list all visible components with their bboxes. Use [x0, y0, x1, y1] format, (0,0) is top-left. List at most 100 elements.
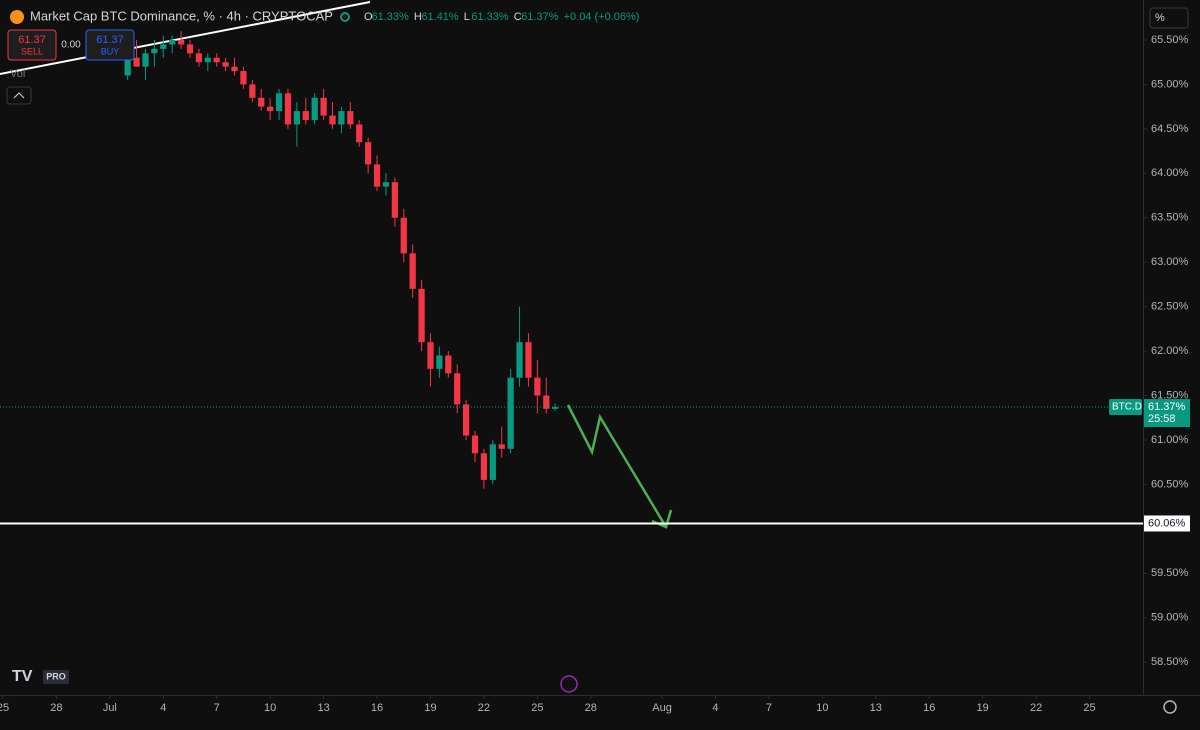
y-tick-label: 63.00% [1151, 256, 1189, 268]
x-tick-label: 7 [766, 702, 772, 714]
candle-body [240, 71, 247, 85]
projection-arrow [566, 404, 668, 528]
ohlc-value: 61.33% [372, 11, 410, 23]
candle-body [534, 377, 541, 396]
ohlc-value: 61.33% [471, 11, 509, 23]
candle-body [445, 355, 452, 374]
buy-button[interactable] [85, 29, 135, 61]
candle-body [258, 97, 265, 107]
collapse-button[interactable] [6, 86, 32, 105]
unit-box[interactable] [1149, 7, 1189, 29]
candle-body [427, 342, 434, 369]
events-icon[interactable] [560, 675, 578, 693]
spread: 0.00 [61, 40, 81, 51]
y-tick-label: 61.50% [1151, 389, 1189, 401]
x-tick-label: 19 [424, 702, 436, 714]
logo-badge [43, 670, 69, 684]
x-tick-label: 22 [478, 702, 490, 714]
x-tick-label: 13 [317, 702, 329, 714]
candle-body [320, 97, 327, 116]
y-tick-label: 59.00% [1151, 612, 1189, 624]
y-tick-label: 60.50% [1151, 478, 1189, 490]
ohlc-label: L [464, 11, 470, 23]
x-tick-label: 25 [1083, 702, 1095, 714]
ohlc-label: O [364, 11, 373, 23]
x-tick-label: 4 [712, 702, 718, 714]
candle-body [249, 84, 256, 98]
ohlc-change: +0.04 (+0.06%) [564, 11, 640, 23]
sell-button[interactable] [7, 29, 57, 61]
last-price-label: 61.37% [1148, 401, 1186, 413]
y-tick-label: 62.00% [1151, 345, 1189, 357]
candle-body [177, 39, 185, 45]
candle-body [454, 373, 461, 405]
candle-body [338, 111, 345, 125]
x-tick-label: 13 [870, 702, 882, 714]
y-tick-label: 61.00% [1151, 434, 1189, 446]
x-tick-label: 25 [0, 702, 9, 714]
x-tick-label: 4 [160, 702, 166, 714]
y-tick-label: 58.50% [1151, 656, 1189, 668]
x-tick-label: 16 [923, 702, 935, 714]
candle-body [525, 342, 532, 378]
symbol-tag: BTC.D [1112, 402, 1142, 413]
candle-body [471, 435, 479, 454]
settings-icon[interactable] [1163, 700, 1177, 714]
candle-body [275, 93, 283, 112]
candle-body [373, 164, 381, 187]
candle-body [400, 217, 407, 254]
y-tick-label: 63.50% [1151, 212, 1189, 224]
collapse-icon [13, 92, 25, 99]
ohlc-value: 61.41% [421, 11, 459, 23]
candle-body [436, 355, 443, 369]
candle-body [169, 39, 176, 45]
logo-pro: PRO [46, 671, 66, 681]
candle-body [160, 44, 167, 49]
symbol-title[interactable]: Market Cap BTC Dominance, % · 4h · CRYPT… [30, 8, 333, 23]
candle-body [418, 288, 425, 343]
volume-label[interactable]: Vol [10, 68, 25, 80]
trend-line [0, 1, 371, 75]
candle-body [347, 111, 354, 125]
y-tick-label: 59.50% [1151, 567, 1189, 579]
symbol-icon [10, 10, 24, 24]
candle-body [151, 48, 158, 54]
candle-body [462, 404, 470, 436]
x-tick-label: Aug [652, 702, 672, 714]
candle-body [293, 111, 301, 125]
candle-body [489, 444, 496, 480]
x-tick-label: 10 [816, 702, 828, 714]
horizontal-line-label: 60.06% [1148, 517, 1186, 529]
candle-body [124, 57, 131, 76]
candle-body [498, 444, 505, 449]
candle-body [409, 253, 416, 289]
y-tick-label: 65.00% [1151, 78, 1189, 90]
last-price-label-bg [1144, 399, 1190, 428]
candle-body [329, 115, 336, 125]
candle-body [267, 106, 274, 112]
candle-body [480, 453, 488, 480]
candle-body [204, 57, 211, 63]
symbol-tag-bg [1109, 399, 1142, 416]
horizontal-line-label-bg [1144, 515, 1190, 532]
logo-mark: TV [12, 668, 33, 685]
ohlc-label: H [414, 11, 422, 23]
x-tick-label: 28 [50, 702, 62, 714]
x-tick-label: 28 [585, 702, 597, 714]
candle-body [365, 142, 372, 165]
ohlc: O61.33% H 61.41% L 61.33% C 61.37% +0.04 (+0.06… [364, 11, 639, 23]
candle-body [195, 53, 203, 63]
sell-label: SELL [21, 46, 43, 56]
candle-body [543, 395, 550, 409]
y-tick-label: 64.00% [1151, 167, 1189, 179]
candle-body [382, 182, 390, 187]
x-tick-label: 10 [264, 702, 276, 714]
y-tick-label: 64.50% [1151, 123, 1189, 135]
x-tick-label: 7 [214, 702, 220, 714]
candle-body [213, 57, 220, 63]
plot-area [124, 31, 559, 489]
status-dot [340, 12, 350, 22]
